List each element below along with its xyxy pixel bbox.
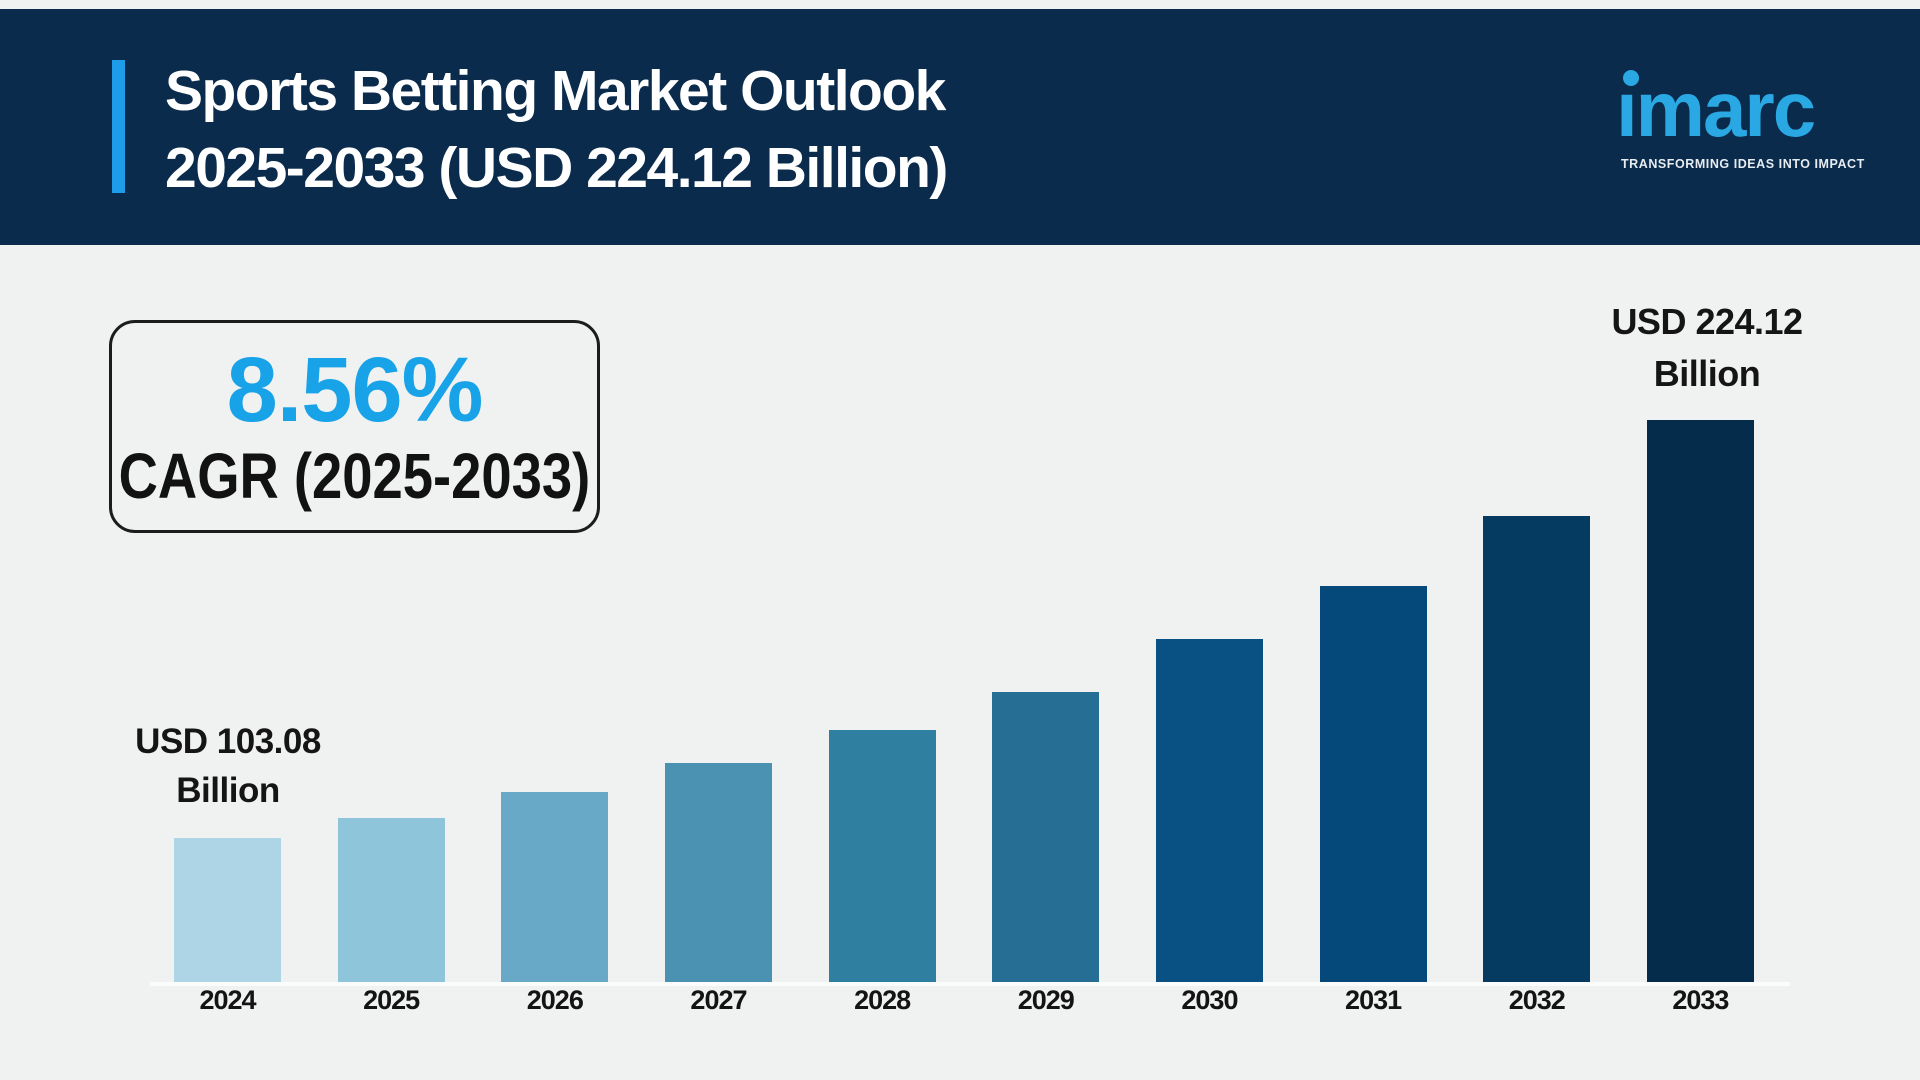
x-axis-label-2027: 2027 [690, 985, 747, 1015]
x-axis-label-2026: 2026 [526, 985, 584, 1015]
value-label-2033-line2: Billion [1653, 353, 1761, 394]
value-label-2033: USD 224.12 Billion [1611, 296, 1803, 400]
x-axis-label-2029: 2029 [1017, 985, 1075, 1015]
cagr-value: 8.56% [226, 339, 484, 441]
bar-2029 [992, 692, 1100, 982]
bar-2033 [1646, 420, 1754, 982]
x-axis-baseline [150, 982, 1790, 986]
value-label-2024-line1: USD 103.08 [135, 722, 321, 761]
cagr-callout-box: 8.56% CAGR (2025-2033) [109, 320, 600, 533]
x-axis-label-2028: 2028 [854, 985, 911, 1015]
imarc-logo: ımarc TRANSFORMING IDEAS INTO IMPACT [1616, 64, 1866, 171]
imarc-logo-wordmark: ımarc [1616, 70, 1866, 148]
logo-i-dot-icon [1623, 70, 1639, 86]
logo-wordmark-text: ımarc [1616, 65, 1816, 153]
x-axis-label-2025: 2025 [363, 985, 420, 1015]
bar-2024 [174, 838, 281, 982]
x-axis-label-2031: 2031 [1345, 985, 1402, 1015]
page-title: Sports Betting Market Outlook 2025-2033 … [165, 53, 948, 207]
bar-2031 [1319, 586, 1427, 982]
bar-2025 [337, 818, 445, 982]
title-accent-bar [112, 60, 125, 193]
x-axis-label-2024: 2024 [199, 985, 256, 1015]
page-title-line2: 2025-2033 (USD 224.12 Billion) [165, 136, 948, 200]
header-band: Sports Betting Market Outlook 2025-2033 … [0, 9, 1920, 245]
bar-2032 [1483, 516, 1591, 982]
cagr-label: CAGR (2025-2033) [118, 440, 591, 512]
logo-tagline: TRANSFORMING IDEAS INTO IMPACT [1621, 157, 1865, 171]
value-label-2024: USD 103.08 Billion [135, 717, 321, 815]
value-label-2024-line2: Billion [176, 771, 280, 810]
bar-chart [174, 420, 1754, 982]
bar-2030 [1155, 639, 1263, 982]
x-axis-label-2033: 2033 [1672, 985, 1729, 1015]
x-axis-labels: 2024 2025 2026 2027 2028 2029 2030 2031 2032 2033 [174, 985, 1754, 1015]
x-axis-label-2030: 2030 [1181, 985, 1238, 1015]
x-axis-label-2032: 2032 [1508, 985, 1566, 1015]
bar-2027 [664, 763, 772, 982]
bar-2028 [828, 730, 936, 982]
page-title-line1: Sports Betting Market Outlook [165, 59, 946, 123]
value-label-2033-line1: USD 224.12 [1611, 301, 1803, 342]
bar-2026 [501, 792, 609, 982]
